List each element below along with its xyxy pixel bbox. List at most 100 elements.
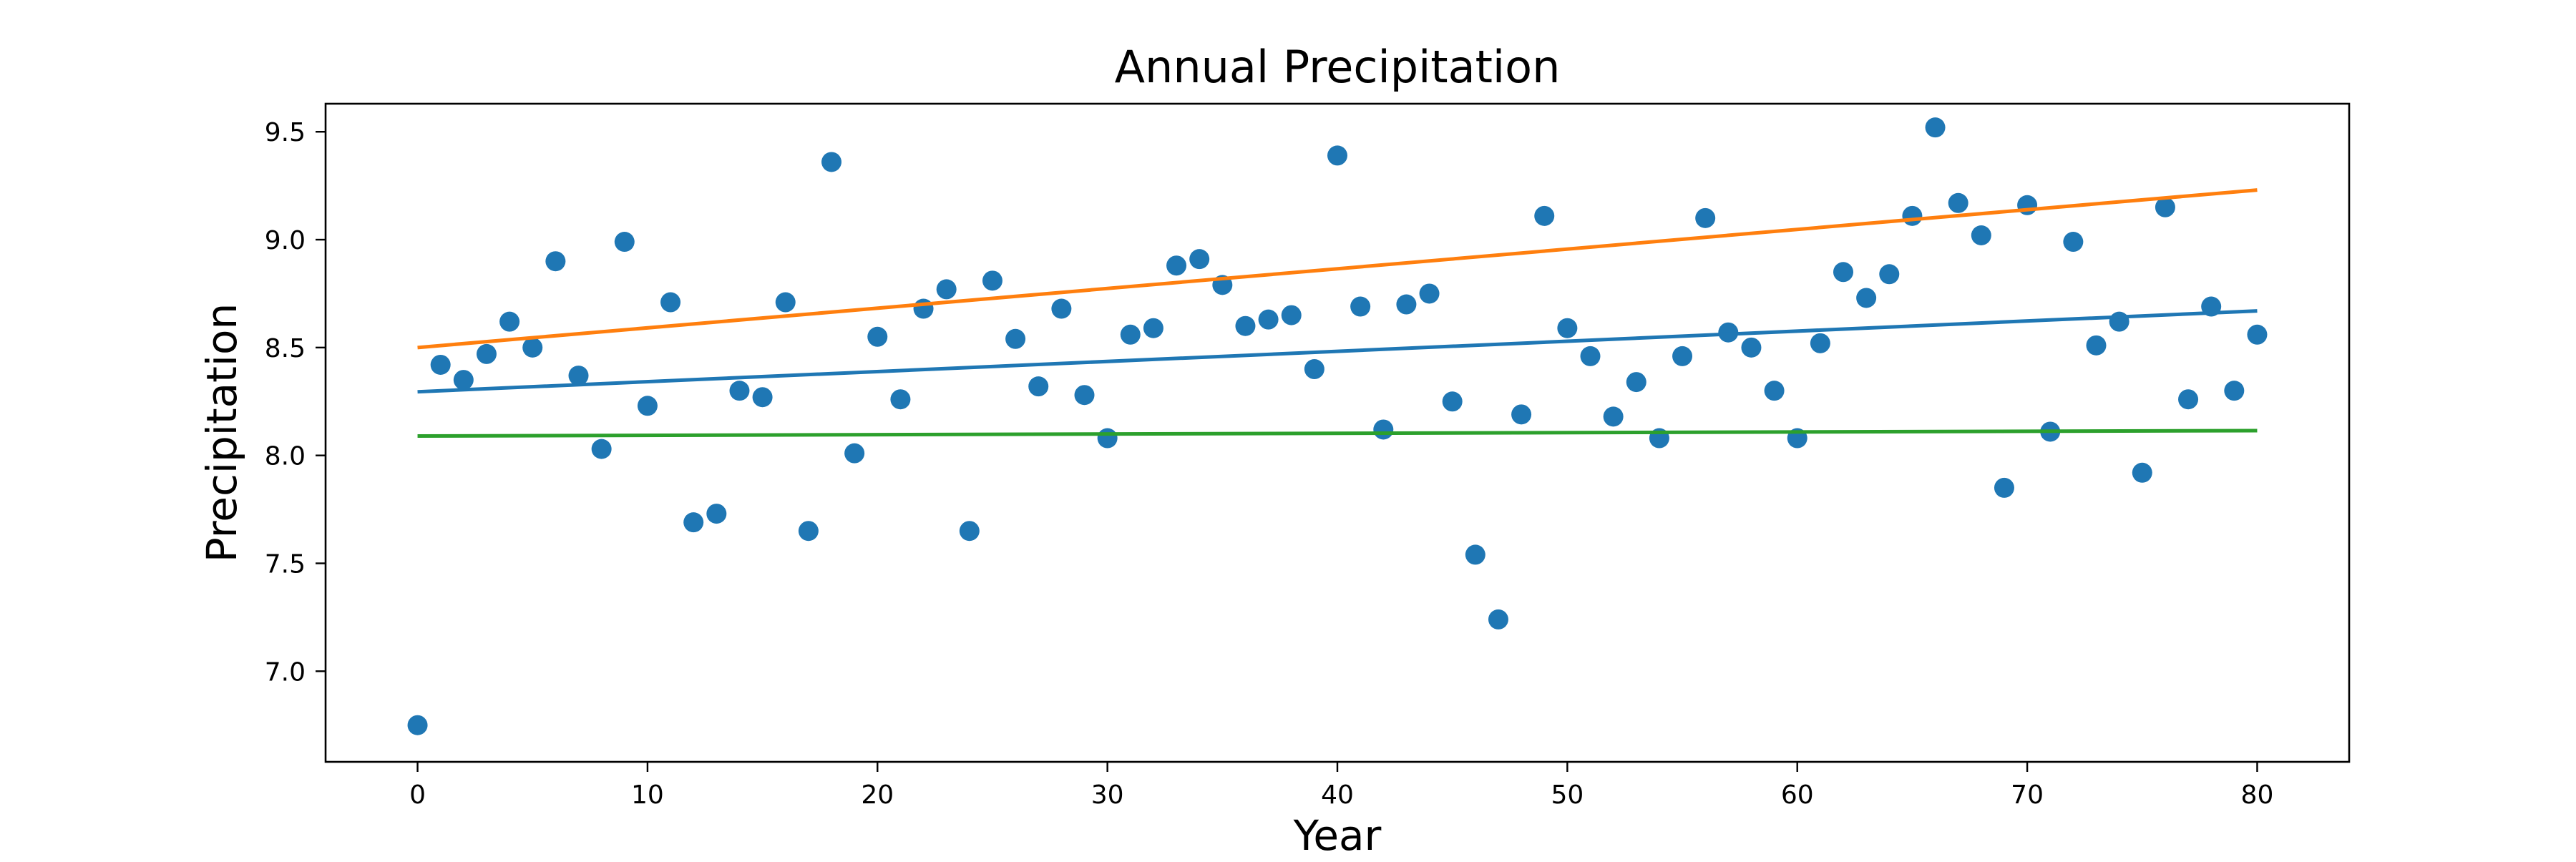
data-point (522, 337, 543, 358)
data-point (2132, 462, 2152, 483)
data-point (1419, 283, 1440, 304)
data-point (1281, 305, 1302, 325)
y-tick-label: 8.0 (265, 442, 306, 471)
data-point (1580, 346, 1601, 366)
data-point (1327, 145, 1347, 166)
data-point (2086, 335, 2107, 356)
data-point (821, 152, 841, 172)
data-point (913, 298, 934, 319)
data-point (637, 396, 658, 416)
plot-area (407, 117, 2268, 735)
y-tick-label: 7.0 (265, 657, 306, 687)
data-point (775, 292, 796, 313)
data-point (2224, 381, 2245, 401)
data-point (1373, 419, 1394, 440)
data-point (1304, 359, 1324, 380)
data-point (1971, 225, 1991, 245)
x-tick-label: 30 (1091, 780, 1124, 810)
data-point (729, 381, 750, 401)
data-point (1902, 205, 1923, 226)
data-point (407, 715, 428, 735)
y-tick-label: 9.0 (265, 226, 306, 255)
chart-title: Annual Precipitation (1115, 41, 1561, 93)
data-point (1143, 318, 1163, 338)
data-point (499, 311, 520, 332)
y-tick-label: 9.5 (265, 118, 306, 147)
x-axis-title: Year (1293, 811, 1382, 858)
data-point (1948, 192, 1968, 213)
data-point (568, 366, 589, 386)
data-point (1005, 328, 1026, 349)
data-point (2017, 195, 2038, 215)
data-point (798, 521, 819, 542)
data-point (1396, 294, 1417, 315)
data-point (1028, 376, 1049, 397)
y-tick-label: 7.5 (265, 549, 306, 579)
data-point (936, 279, 957, 300)
y-tick-label: 8.5 (265, 334, 306, 363)
data-point (1672, 346, 1693, 366)
x-tick-label: 80 (2241, 780, 2274, 810)
data-point (1626, 372, 1646, 393)
x-tick-label: 0 (409, 780, 426, 810)
data-point (1051, 298, 1072, 319)
data-point (1442, 391, 1463, 412)
data-point (1511, 404, 1532, 425)
data-point (1189, 249, 1210, 270)
plot-frame (324, 102, 2351, 763)
data-point (1258, 309, 1279, 330)
data-point (706, 504, 727, 524)
data-point (476, 343, 497, 364)
data-point (1925, 117, 1946, 138)
data-point (1856, 288, 1877, 308)
data-point (545, 251, 566, 272)
data-point (1166, 255, 1187, 276)
data-point (982, 270, 1002, 291)
data-point (2109, 311, 2129, 332)
data-point (1235, 315, 1256, 336)
data-point (1120, 324, 1141, 345)
data-point (683, 512, 704, 533)
data-point (2063, 232, 2084, 253)
y-axis-title: Precipitation (197, 303, 246, 563)
data-point (1557, 318, 1578, 338)
x-tick-label: 70 (2011, 780, 2044, 810)
trend-line-green (417, 428, 2258, 439)
data-point (1879, 264, 1900, 285)
data-point (1695, 207, 1716, 228)
x-tick-label: 40 (1321, 780, 1354, 810)
data-point (2155, 197, 2175, 217)
x-tick-label: 20 (861, 780, 894, 810)
data-point (844, 443, 865, 464)
x-tick-label: 60 (1781, 780, 1814, 810)
data-point (1488, 609, 1508, 630)
data-point (890, 389, 911, 410)
data-point (453, 370, 474, 391)
data-point (959, 521, 980, 542)
x-tick-label: 50 (1551, 780, 1584, 810)
data-point (867, 326, 888, 347)
data-point (1764, 381, 1785, 401)
data-point (1465, 544, 1485, 565)
data-point (1074, 385, 1095, 406)
data-point (752, 387, 773, 408)
data-point (430, 354, 451, 375)
x-tick-label: 10 (631, 780, 664, 810)
data-point (614, 232, 635, 253)
data-point (1534, 205, 1555, 226)
data-point (2178, 389, 2199, 410)
data-point (1810, 333, 1830, 353)
data-point (1833, 262, 1853, 283)
data-point (1994, 477, 2014, 498)
axis-ticks: 0 10 20 30 40 50 60 70 80 7.0 7.5 8.0 8.5 9.0 9.5 (265, 118, 2274, 810)
trend-line-blue (417, 309, 2258, 394)
data-point (1350, 296, 1371, 317)
trend-line-orange (417, 188, 2258, 350)
data-point (660, 292, 681, 313)
data-point (1741, 337, 1762, 358)
data-point (2247, 324, 2268, 345)
data-point (591, 439, 612, 459)
data-point (1603, 406, 1624, 427)
